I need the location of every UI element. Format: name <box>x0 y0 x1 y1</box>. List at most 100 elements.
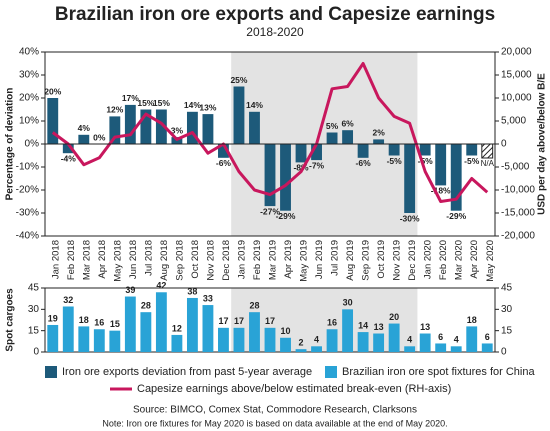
value-label: 28 <box>141 301 151 311</box>
value-label: 25% <box>230 75 247 85</box>
x-tick-label: May 2020 <box>485 240 496 282</box>
chart-title: Brazilian iron ore exports and Capesize … <box>55 4 495 25</box>
bar <box>124 104 136 144</box>
value-label: 13% <box>199 102 216 112</box>
x-tick-label: Jan 2020 <box>423 240 434 279</box>
bar <box>326 132 338 144</box>
x-tick-label: Jul 2018 <box>143 240 154 276</box>
value-label: 5% <box>326 121 339 131</box>
bar <box>419 144 431 156</box>
y-tick-label: 45 <box>28 283 40 294</box>
x-tick-label: Nov 2018 <box>205 240 216 281</box>
bar <box>404 144 416 213</box>
value-label: 30 <box>343 298 353 308</box>
bar <box>109 116 121 144</box>
bar <box>264 327 276 352</box>
y-tick-label: -40% <box>16 231 39 242</box>
value-label: 18 <box>79 315 89 325</box>
bar <box>93 329 105 352</box>
highlight-band <box>231 288 418 352</box>
bar <box>404 346 416 352</box>
y-axis-label: Percentage of deviation <box>5 88 16 201</box>
value-label: 18 <box>467 315 477 325</box>
y-tick-label: 10% <box>19 116 39 127</box>
value-label: -5% <box>418 156 434 166</box>
value-label: 14% <box>184 100 201 110</box>
x-tick-label: Jul 2019 <box>330 240 341 276</box>
value-label: 16 <box>327 318 337 328</box>
bar <box>140 312 152 352</box>
value-label: -29% <box>446 211 466 221</box>
value-label: 33 <box>203 293 213 303</box>
value-label: 42 <box>156 281 166 291</box>
y-tick-label: 40% <box>19 47 39 58</box>
y2-tick-label: 15,000 <box>501 70 532 81</box>
bar <box>218 327 229 352</box>
y2-tick-label: -10,000 <box>501 185 535 196</box>
y2-tick-label: -5,000 <box>501 162 530 173</box>
value-label: 15 <box>110 319 120 329</box>
line <box>51 62 489 203</box>
x-tick-label: Mar 2019 <box>268 240 279 280</box>
bar <box>357 144 369 158</box>
bar <box>450 346 462 352</box>
chart-subtitle: 2018-2020 <box>246 25 304 39</box>
value-label: -5% <box>464 156 480 166</box>
x-tick-label: Sep 2019 <box>361 240 372 281</box>
value-label: 15% <box>153 98 170 108</box>
bar <box>280 144 291 211</box>
value-label: 0% <box>93 132 106 142</box>
value-label: 6 <box>438 332 443 342</box>
value-label: 13 <box>374 322 384 332</box>
value-label: 3% <box>171 125 184 135</box>
legend-swatch <box>45 366 57 378</box>
bar <box>155 109 167 144</box>
y-tick-label: -30% <box>16 208 39 219</box>
value-label: -4% <box>61 153 77 163</box>
bar <box>62 306 74 352</box>
y-tick-label: 15 <box>28 325 40 336</box>
value-label: 6 <box>485 332 490 342</box>
value-label: 19 <box>48 313 58 323</box>
bar <box>295 349 307 352</box>
bar <box>109 330 121 352</box>
bar <box>311 346 322 352</box>
y2-tick-label: 20,000 <box>501 47 532 58</box>
y-axis-label: Spot cargoes <box>5 288 16 352</box>
value-label: 12% <box>106 105 123 115</box>
value-label: -30% <box>400 213 420 223</box>
bar <box>47 98 59 144</box>
y-tick-label: 30 <box>501 304 513 315</box>
value-label: -7% <box>309 160 325 170</box>
x-tick-label: Oct 2019 <box>376 240 387 279</box>
value-label: 4 <box>407 335 412 345</box>
x-tick-label: Dec 2019 <box>407 240 418 281</box>
bar <box>78 134 90 144</box>
value-label: N/A <box>481 159 495 168</box>
bar <box>435 144 447 186</box>
bar <box>186 111 198 144</box>
value-label: -29% <box>276 211 296 221</box>
y-tick-label: -10% <box>16 162 39 173</box>
y2-tick-label: -20,000 <box>501 231 535 242</box>
value-label: 28 <box>249 301 259 311</box>
value-label: -6% <box>356 158 372 168</box>
y-tick-label: -20% <box>16 185 39 196</box>
value-label: -18% <box>431 186 451 196</box>
value-label: 17% <box>122 93 139 103</box>
y-tick-label: 0 <box>33 347 39 358</box>
value-label: 10 <box>281 326 291 336</box>
value-label: 17 <box>218 316 228 326</box>
x-tick-label: Feb 2019 <box>252 240 263 280</box>
bar <box>62 144 74 154</box>
x-tick-label: Apr 2018 <box>97 240 108 279</box>
bar <box>47 324 59 352</box>
x-tick-label: Sep 2018 <box>174 240 185 281</box>
value-label: 4 <box>314 335 319 345</box>
bar <box>264 144 276 207</box>
bar <box>326 329 338 352</box>
bar <box>233 86 245 144</box>
y2-tick-label: 10,000 <box>501 93 532 104</box>
bar <box>373 333 385 352</box>
